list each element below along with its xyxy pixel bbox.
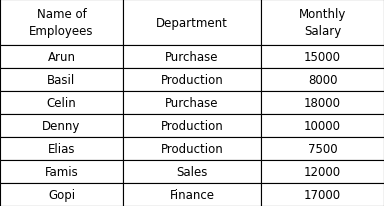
Bar xyxy=(123,46,261,69)
Bar xyxy=(261,69,384,91)
Text: Purchase: Purchase xyxy=(165,51,219,64)
Text: Production: Production xyxy=(161,142,223,155)
Bar xyxy=(123,91,261,115)
Bar xyxy=(0,160,123,183)
Bar xyxy=(123,115,261,137)
Text: 7500: 7500 xyxy=(308,142,338,155)
Text: Production: Production xyxy=(161,119,223,132)
Bar xyxy=(0,69,123,91)
Text: Elias: Elias xyxy=(48,142,75,155)
Text: 12000: 12000 xyxy=(304,165,341,178)
Text: 17000: 17000 xyxy=(304,188,341,201)
Bar xyxy=(0,46,123,69)
Text: Sales: Sales xyxy=(176,165,208,178)
Text: Monthly
Salary: Monthly Salary xyxy=(299,8,346,38)
Bar xyxy=(123,0,261,46)
Text: Famis: Famis xyxy=(45,165,78,178)
Bar xyxy=(123,160,261,183)
Bar xyxy=(0,0,123,46)
Text: Department: Department xyxy=(156,16,228,29)
Bar xyxy=(261,0,384,46)
Bar xyxy=(261,91,384,115)
Bar xyxy=(0,115,123,137)
Text: 10000: 10000 xyxy=(304,119,341,132)
Text: Finance: Finance xyxy=(169,188,215,201)
Text: Arun: Arun xyxy=(48,51,75,64)
Text: Celin: Celin xyxy=(46,97,76,109)
Text: Name of
Employees: Name of Employees xyxy=(29,8,94,38)
Text: Production: Production xyxy=(161,74,223,87)
Bar xyxy=(123,183,261,206)
Bar xyxy=(0,137,123,160)
Bar xyxy=(261,46,384,69)
Bar xyxy=(261,137,384,160)
Text: 15000: 15000 xyxy=(304,51,341,64)
Text: Basil: Basil xyxy=(47,74,76,87)
Text: Denny: Denny xyxy=(42,119,81,132)
Bar xyxy=(261,183,384,206)
Bar xyxy=(123,137,261,160)
Text: 18000: 18000 xyxy=(304,97,341,109)
Text: 8000: 8000 xyxy=(308,74,337,87)
Text: Purchase: Purchase xyxy=(165,97,219,109)
Bar xyxy=(123,69,261,91)
Bar xyxy=(0,91,123,115)
Text: Gopi: Gopi xyxy=(48,188,75,201)
Bar xyxy=(261,115,384,137)
Bar xyxy=(0,183,123,206)
Bar xyxy=(261,160,384,183)
